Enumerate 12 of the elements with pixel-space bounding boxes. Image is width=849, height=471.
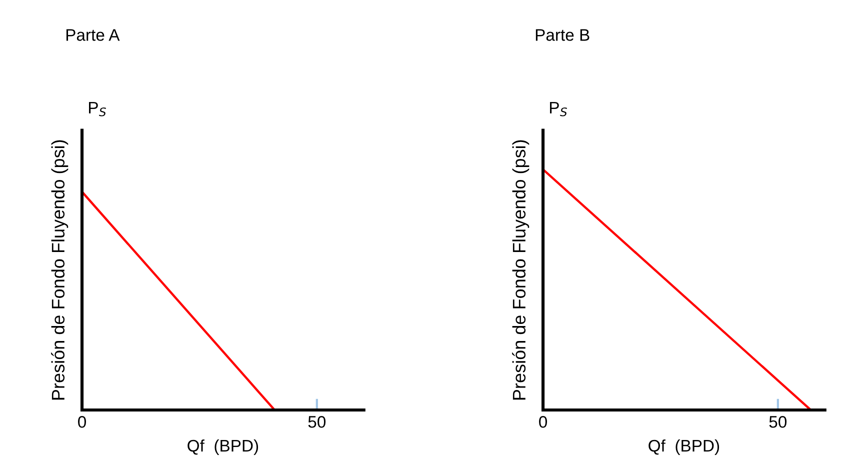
chart-title: Parte B	[536, 29, 590, 41]
chart-title: Parte A	[66, 29, 120, 41]
x-tick-label: 0	[78, 416, 86, 428]
text: P$_{S}$	[550, 102, 567, 116]
x-axis-title: Qf (BPD)	[188, 439, 258, 455]
x-tick-label: 50	[769, 416, 787, 428]
y-axis-title: Presión de Fondo Fluyendo (psi)	[51, 140, 68, 400]
x-tick-label: 0	[539, 416, 548, 428]
x-tick-label: 50	[308, 416, 326, 428]
text: P$_{S}$	[89, 102, 106, 116]
y-axis-title: Presión de Fondo Fluyendo (psi)	[512, 140, 530, 400]
x-axis-title: Qf (BPD)	[648, 439, 720, 455]
